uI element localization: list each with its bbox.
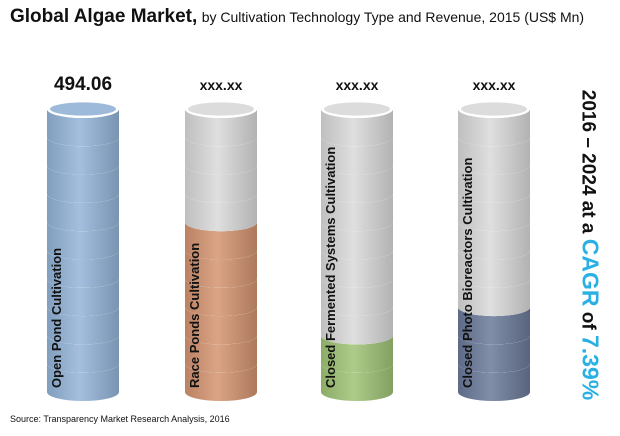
cagr-highlight: CAGR (577, 238, 604, 307)
segment-cap (461, 102, 527, 116)
bar-segment-filled (47, 193, 119, 232)
bar-segment-filled (47, 222, 119, 260)
segment-cap (50, 102, 116, 116)
category-label: Closed Fermented Systems Cultivation (323, 147, 338, 388)
category-label: Closed Photo Bioreactors Cultivation (460, 158, 475, 388)
value-label: xxx.xx (336, 77, 379, 93)
bar-segment-filled (321, 363, 393, 401)
bar-segment-empty (321, 307, 393, 345)
bar-segment-empty (458, 137, 530, 175)
bar-segment-empty (185, 137, 257, 175)
bar-segment-empty (321, 278, 393, 317)
bar-segment-filled (458, 307, 530, 345)
cagr-value: 7.39% (577, 334, 604, 401)
bar-segment-empty (185, 165, 257, 203)
chart-subtitle: by Cultivation Technology Type and Reven… (201, 9, 585, 25)
chart-title-main: Global Algae Market, (10, 6, 198, 27)
bar-segment-filled (321, 335, 393, 373)
bar-segment-empty (458, 193, 530, 232)
cagr-annotation: 2016 – 2024 at a CAGR of 7.39% (577, 90, 604, 400)
bar-segment-filled (47, 137, 119, 175)
bar-segment-filled (185, 363, 257, 401)
bar-segment-empty (185, 193, 257, 232)
value-label: xxx.xx (473, 77, 516, 93)
bar-segment-filled (185, 250, 257, 288)
bar-segment-empty (458, 109, 530, 147)
bar-segment-empty (458, 222, 530, 260)
bar-segment-filled (185, 222, 257, 260)
bar-segment-filled (47, 363, 119, 401)
bar-segment-empty (458, 278, 530, 317)
bar-segment-empty (185, 109, 257, 147)
cylinder-bar-3: xxx.xx Closed Fermented Systems Cultivati… (321, 77, 393, 401)
bar-segment-empty (458, 250, 530, 288)
chart-title: Global Algae Market, by Cultivation Tech… (10, 6, 584, 28)
bar-segment-filled (47, 250, 119, 288)
bar-segment-filled (185, 335, 257, 373)
bar-segment-filled (47, 335, 119, 373)
cagr-prefix: 2016 – 2024 at a (577, 89, 599, 234)
bar-segment-filled (47, 278, 119, 317)
bar-segment-empty (321, 109, 393, 147)
bar-segment-filled (47, 165, 119, 203)
bar-segment-empty (321, 137, 393, 175)
bar-segment-empty (458, 165, 530, 203)
bar-segment-empty (321, 165, 393, 203)
value-label: 494.06 (54, 74, 112, 95)
bar-segment-empty (321, 222, 393, 260)
category-label: Race Ponds Cultivation (187, 243, 202, 388)
bar-segment-filled (185, 278, 257, 317)
bar-segment-empty (321, 250, 393, 288)
segment-cap (324, 102, 390, 116)
value-label: xxx.xx (200, 77, 243, 93)
bar-segment-filled (47, 109, 119, 147)
bar-segment-filled (47, 307, 119, 345)
bar-segment-filled (458, 363, 530, 401)
category-label: Open Pond Cultivation (49, 248, 64, 388)
bar-segment-filled (458, 335, 530, 373)
bar-segment-filled (185, 307, 257, 345)
source-note: Source: Transparency Market Research Ana… (10, 414, 230, 424)
cagr-mid: of (577, 311, 599, 330)
cylinder-bar-1: 494.06 Open Pond Cultivation (47, 74, 119, 401)
bar-segment-empty (321, 193, 393, 232)
cylinder-bar-2: xxx.xx Race Ponds Cultivation (185, 77, 257, 401)
segment-cap (188, 102, 254, 116)
cylinder-bar-4: xxx.xx Closed Photo Bioreactors Cultivati… (458, 77, 530, 401)
